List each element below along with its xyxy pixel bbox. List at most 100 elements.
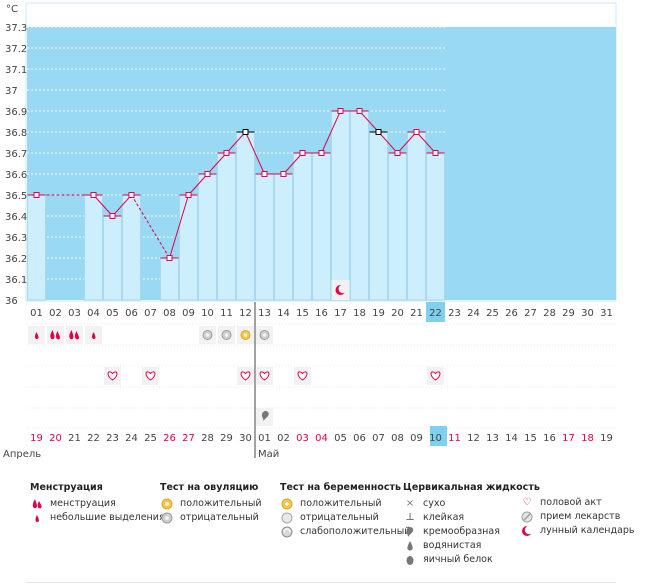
heart-icon bbox=[297, 371, 308, 381]
x-day-label: 10 bbox=[201, 308, 214, 319]
temperature-bar bbox=[122, 194, 141, 301]
moon-icon-cut bbox=[338, 284, 347, 294]
x-day-label: 03 bbox=[68, 308, 81, 319]
pregnancy-negative-icon bbox=[280, 512, 294, 524]
ovulation-icon-center bbox=[262, 333, 267, 337]
temperature-point bbox=[242, 129, 249, 135]
calendar-date: 22 bbox=[87, 433, 100, 444]
legend-item: отрицательный bbox=[300, 512, 379, 523]
menstruation-icon bbox=[50, 330, 61, 340]
line-segment bbox=[188, 173, 208, 196]
pregnancy-weak-icon bbox=[280, 526, 294, 538]
month-april: Апрель bbox=[3, 449, 41, 460]
temperature-point bbox=[280, 171, 287, 177]
legend-title: Тест на овуляцию bbox=[160, 482, 259, 493]
x-day-label: 30 bbox=[581, 308, 594, 319]
line-segment bbox=[378, 131, 398, 154]
calendar-date: 07 bbox=[372, 433, 385, 444]
calendar-date: 19 bbox=[600, 433, 613, 444]
x-day-label: 17 bbox=[334, 308, 347, 319]
y-tick-label: 37.3 bbox=[5, 23, 27, 34]
temperature-bar bbox=[350, 110, 369, 301]
symptom-rows bbox=[27, 302, 616, 458]
calendar-date: 09 bbox=[410, 433, 423, 444]
heart-icon bbox=[145, 371, 156, 381]
x-day-label: 09 bbox=[182, 308, 195, 319]
x-day-label: 29 bbox=[562, 308, 575, 319]
x-day-label: 06 bbox=[125, 308, 138, 319]
legend-item: водянистая bbox=[423, 540, 482, 551]
temperature-point bbox=[413, 129, 420, 135]
temperature-bar bbox=[103, 215, 122, 301]
calendar-date: 24 bbox=[125, 433, 138, 444]
x-day-label: 28 bbox=[543, 308, 556, 319]
calendar-date: 19 bbox=[30, 433, 43, 444]
temperature-point bbox=[261, 171, 268, 177]
x-day-label: 08 bbox=[163, 308, 176, 319]
legend-pregnancy: Тест на беременность положительный отриц… bbox=[280, 482, 410, 539]
ovulation-icon-center bbox=[224, 333, 229, 337]
calendar-date: 16 bbox=[543, 433, 556, 444]
legend-menstruation: Менструация менструация небольшие выделе… bbox=[30, 482, 165, 525]
ovulation-negative-icon bbox=[160, 512, 174, 524]
calendar-date: 02 bbox=[277, 433, 290, 444]
menstruation-drop-icon bbox=[30, 498, 44, 510]
menstruation-icon bbox=[69, 330, 80, 340]
legend-item: небольшие выделения bbox=[50, 512, 165, 523]
heart-icon bbox=[430, 371, 441, 381]
line-segment bbox=[359, 110, 379, 133]
temperature-bar bbox=[27, 194, 46, 301]
y-tick-label: 36.7 bbox=[5, 149, 27, 160]
x-day-label: 14 bbox=[277, 308, 290, 319]
legend-item: слабоположительный bbox=[300, 526, 411, 537]
line-segment bbox=[416, 131, 436, 154]
y-tick-label: 36.6 bbox=[5, 170, 27, 181]
y-tick-label: 36.8 bbox=[5, 128, 27, 139]
highlight-day-box bbox=[426, 302, 445, 322]
y-tick-label: 37.1 bbox=[5, 65, 27, 76]
legend-title: Тест на беременность bbox=[280, 482, 401, 493]
temperature-bar bbox=[217, 152, 236, 301]
legend-cervical: Цервикальная жидкость × сухо ⊥ клейкая кре… bbox=[403, 482, 540, 567]
temperature-point bbox=[375, 129, 382, 135]
x-day-label: 24 bbox=[467, 308, 480, 319]
legend-item: кремообразная bbox=[423, 526, 500, 537]
calendar-date: 15 bbox=[524, 433, 537, 444]
temperature-point bbox=[185, 192, 192, 198]
calendar-date: 03 bbox=[296, 433, 309, 444]
empty-day-bar bbox=[464, 27, 483, 300]
legend-item: менструация bbox=[50, 498, 116, 509]
x-day-label: 18 bbox=[353, 308, 366, 319]
legend-title: Цервикальная жидкость bbox=[403, 482, 540, 493]
calendar-date: 23 bbox=[106, 433, 119, 444]
line-segment bbox=[321, 110, 341, 154]
temperature-bar bbox=[179, 194, 198, 301]
legend-ovulation: Тест на овуляцию положительный отрицател… bbox=[160, 482, 262, 525]
watery-icon bbox=[403, 540, 417, 552]
line-gap-segment bbox=[131, 194, 170, 259]
legend-item: половой акт bbox=[540, 497, 602, 508]
temperature-point bbox=[337, 108, 344, 114]
temperature-point bbox=[318, 150, 325, 156]
line-segment bbox=[207, 152, 227, 175]
x-day-label: 02 bbox=[49, 308, 62, 319]
calendar-date: 08 bbox=[391, 433, 404, 444]
x-day-label: 27 bbox=[524, 308, 537, 319]
y-tick-label: 36.4 bbox=[5, 212, 27, 223]
line-segment bbox=[245, 131, 265, 175]
calendar-date: 05 bbox=[334, 433, 347, 444]
temperature-bar bbox=[407, 131, 426, 301]
x-day-label: 05 bbox=[106, 308, 119, 319]
x-day-label: 01 bbox=[30, 308, 43, 319]
y-tick-label: 36.5 bbox=[5, 191, 27, 202]
pill-icon bbox=[520, 511, 534, 523]
x-day-label: 13 bbox=[258, 308, 271, 319]
x-day-label: 12 bbox=[239, 308, 252, 319]
temperature-point bbox=[299, 150, 306, 156]
line-segment bbox=[283, 152, 303, 175]
ovulation-icon-center bbox=[243, 333, 248, 337]
empty-day-bar bbox=[502, 27, 521, 300]
empty-day-bar bbox=[540, 27, 559, 300]
x-day-label: 04 bbox=[87, 308, 100, 319]
bottom-divider bbox=[26, 582, 616, 583]
